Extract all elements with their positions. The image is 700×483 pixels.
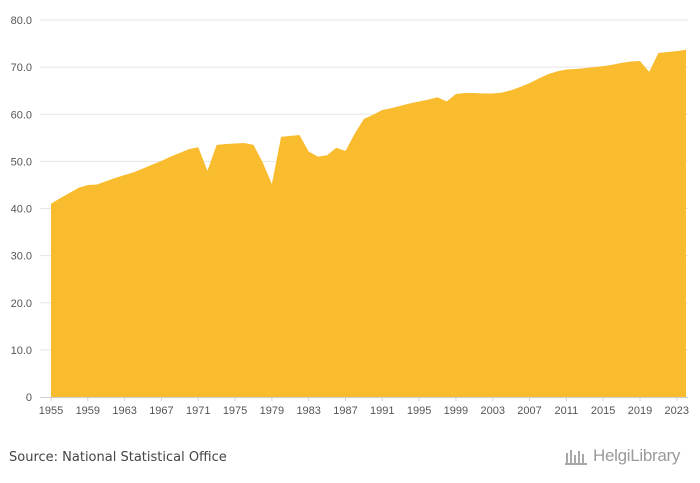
- source-note: Source: National Statistical Office: [9, 450, 227, 465]
- brand-name: HelgiLibrary: [593, 446, 681, 465]
- area-chart: 0 10.0 20.0 30.0 40.0 50.0 60.0 70.0 80.0 1955 195…: [11, 15, 689, 417]
- y-tick-label: 0: [26, 392, 32, 404]
- x-tick-label: 2015: [591, 405, 615, 417]
- y-tick-label: 20.0: [11, 298, 32, 310]
- x-tick-label: 1991: [370, 405, 394, 417]
- y-tick-label: 40.0: [11, 204, 32, 216]
- x-tick-label: 2023: [665, 405, 689, 417]
- x-tick-label: 1983: [296, 405, 320, 417]
- x-tick-label: 2007: [517, 405, 541, 417]
- x-tick-label: 1959: [76, 405, 100, 417]
- brand-logo: HelgiLibrary: [565, 446, 680, 466]
- x-tick-label: 1971: [186, 405, 210, 417]
- y-tick-label: 30.0: [11, 251, 32, 263]
- x-tick-label: 2011: [555, 405, 579, 417]
- x-tick-label: 1987: [333, 405, 357, 417]
- x-tick-label: 2019: [628, 405, 652, 417]
- area-series: [51, 49, 686, 397]
- x-tick-label: 1999: [444, 405, 468, 417]
- y-tick-label: 80.0: [11, 15, 32, 27]
- y-tick-label: 50.0: [11, 156, 32, 168]
- x-tick-label: 1975: [223, 405, 247, 417]
- x-tick-label: 1955: [39, 405, 63, 417]
- y-tick-label: 70.0: [11, 62, 32, 74]
- x-tick-label: 2003: [480, 405, 504, 417]
- y-tick-label: 10.0: [11, 345, 32, 357]
- x-tick-label: 1967: [149, 405, 173, 417]
- x-tick-label: 1963: [112, 405, 136, 417]
- y-tick-label: 60.0: [11, 109, 32, 121]
- x-tick-label: 1995: [407, 405, 431, 417]
- library-icon: [565, 450, 587, 465]
- x-tick-label: 1979: [260, 405, 284, 417]
